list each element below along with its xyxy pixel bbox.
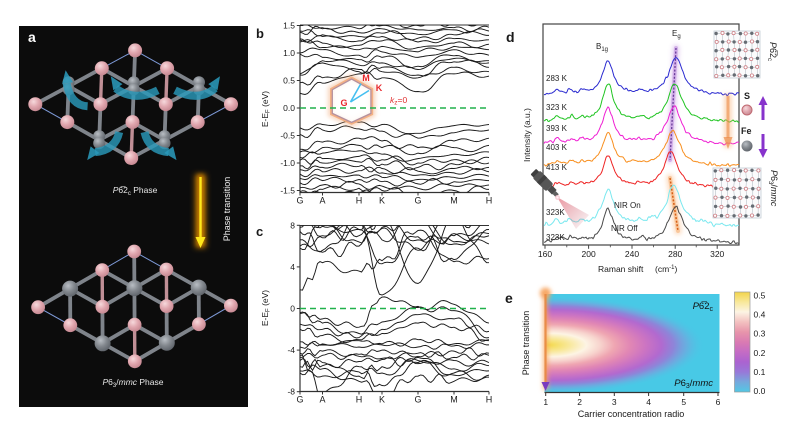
- svg-text:K: K: [379, 196, 385, 206]
- svg-text:3: 3: [612, 397, 617, 407]
- svg-text:323 K: 323 K: [546, 103, 568, 112]
- svg-text:4: 4: [290, 262, 295, 272]
- svg-text:2: 2: [577, 397, 582, 407]
- svg-text:A: A: [319, 196, 325, 206]
- svg-text:0.3: 0.3: [754, 329, 766, 339]
- svg-text:a: a: [28, 29, 36, 45]
- svg-text:H: H: [486, 196, 493, 206]
- svg-text:P63/mmc: P63/mmc: [674, 378, 713, 390]
- svg-text:K: K: [376, 83, 383, 93]
- svg-text:0.5: 0.5: [283, 76, 295, 86]
- svg-text:S: S: [744, 91, 750, 101]
- svg-text:0.0: 0.0: [754, 386, 766, 396]
- svg-text:G: G: [296, 395, 303, 405]
- svg-text:280: 280: [668, 249, 682, 259]
- svg-text:Raman shift: Raman shift: [598, 264, 644, 274]
- svg-text:323K: 323K: [546, 208, 565, 217]
- svg-text:413 K: 413 K: [546, 163, 568, 172]
- svg-text:NIR Off: NIR Off: [611, 224, 638, 233]
- svg-text:Intensity (a.u.): Intensity (a.u.): [522, 108, 532, 162]
- svg-text:-1.0: -1.0: [280, 158, 295, 168]
- svg-text:6: 6: [716, 397, 721, 407]
- svg-text:b: b: [256, 26, 264, 41]
- svg-text:283 K: 283 K: [546, 74, 568, 83]
- svg-text:0.4: 0.4: [754, 310, 766, 320]
- svg-text:K: K: [379, 395, 385, 405]
- svg-text:H: H: [486, 395, 493, 405]
- svg-text:0.5: 0.5: [754, 291, 766, 301]
- svg-text:1.0: 1.0: [283, 48, 295, 58]
- svg-text:0.0: 0.0: [283, 103, 295, 113]
- svg-text:G: G: [414, 196, 421, 206]
- svg-text:160: 160: [538, 249, 552, 259]
- svg-text:0.1: 0.1: [754, 367, 766, 377]
- svg-text:M: M: [450, 196, 458, 206]
- svg-text:Fe: Fe: [741, 126, 752, 136]
- svg-text:1.5: 1.5: [283, 21, 295, 31]
- svg-text:M: M: [450, 395, 458, 405]
- svg-text:d: d: [506, 29, 515, 45]
- svg-text:c: c: [256, 224, 263, 239]
- svg-text:393 K: 393 K: [546, 124, 568, 133]
- svg-text:0.2: 0.2: [754, 348, 766, 358]
- svg-text:-4: -4: [287, 345, 295, 355]
- svg-text:Carrier concentration radio: Carrier concentration radio: [578, 409, 685, 419]
- svg-text:kz=0: kz=0: [390, 95, 407, 107]
- svg-text:NIR On: NIR On: [614, 201, 641, 210]
- svg-text:H: H: [356, 395, 363, 405]
- svg-text:-1.5: -1.5: [280, 186, 295, 196]
- svg-text:H: H: [356, 196, 363, 206]
- svg-text:-0.5: -0.5: [280, 131, 295, 141]
- svg-text:M: M: [362, 73, 370, 83]
- svg-text:0: 0: [290, 304, 295, 314]
- svg-text:(cm-1): (cm-1): [655, 264, 678, 274]
- svg-text:8: 8: [290, 220, 295, 230]
- svg-text:1: 1: [543, 397, 548, 407]
- svg-text:323K: 323K: [546, 233, 565, 242]
- svg-text:Phase transition: Phase transition: [222, 177, 232, 242]
- svg-text:E-EF (eV): E-EF (eV): [260, 290, 272, 326]
- svg-text:-8: -8: [287, 387, 295, 397]
- svg-text:403 K: 403 K: [546, 143, 568, 152]
- svg-text:G: G: [414, 395, 421, 405]
- svg-text:Phase transition: Phase transition: [521, 311, 531, 376]
- svg-text:200: 200: [582, 249, 596, 259]
- svg-text:240: 240: [625, 249, 639, 259]
- svg-text:5: 5: [681, 397, 686, 407]
- svg-text:G: G: [296, 196, 303, 206]
- svg-text:G: G: [340, 98, 347, 108]
- svg-text:4: 4: [646, 397, 651, 407]
- svg-text:e: e: [505, 290, 513, 306]
- svg-text:A: A: [319, 395, 325, 405]
- svg-text:E-EF (eV): E-EF (eV): [260, 91, 272, 127]
- svg-text:320: 320: [710, 249, 724, 259]
